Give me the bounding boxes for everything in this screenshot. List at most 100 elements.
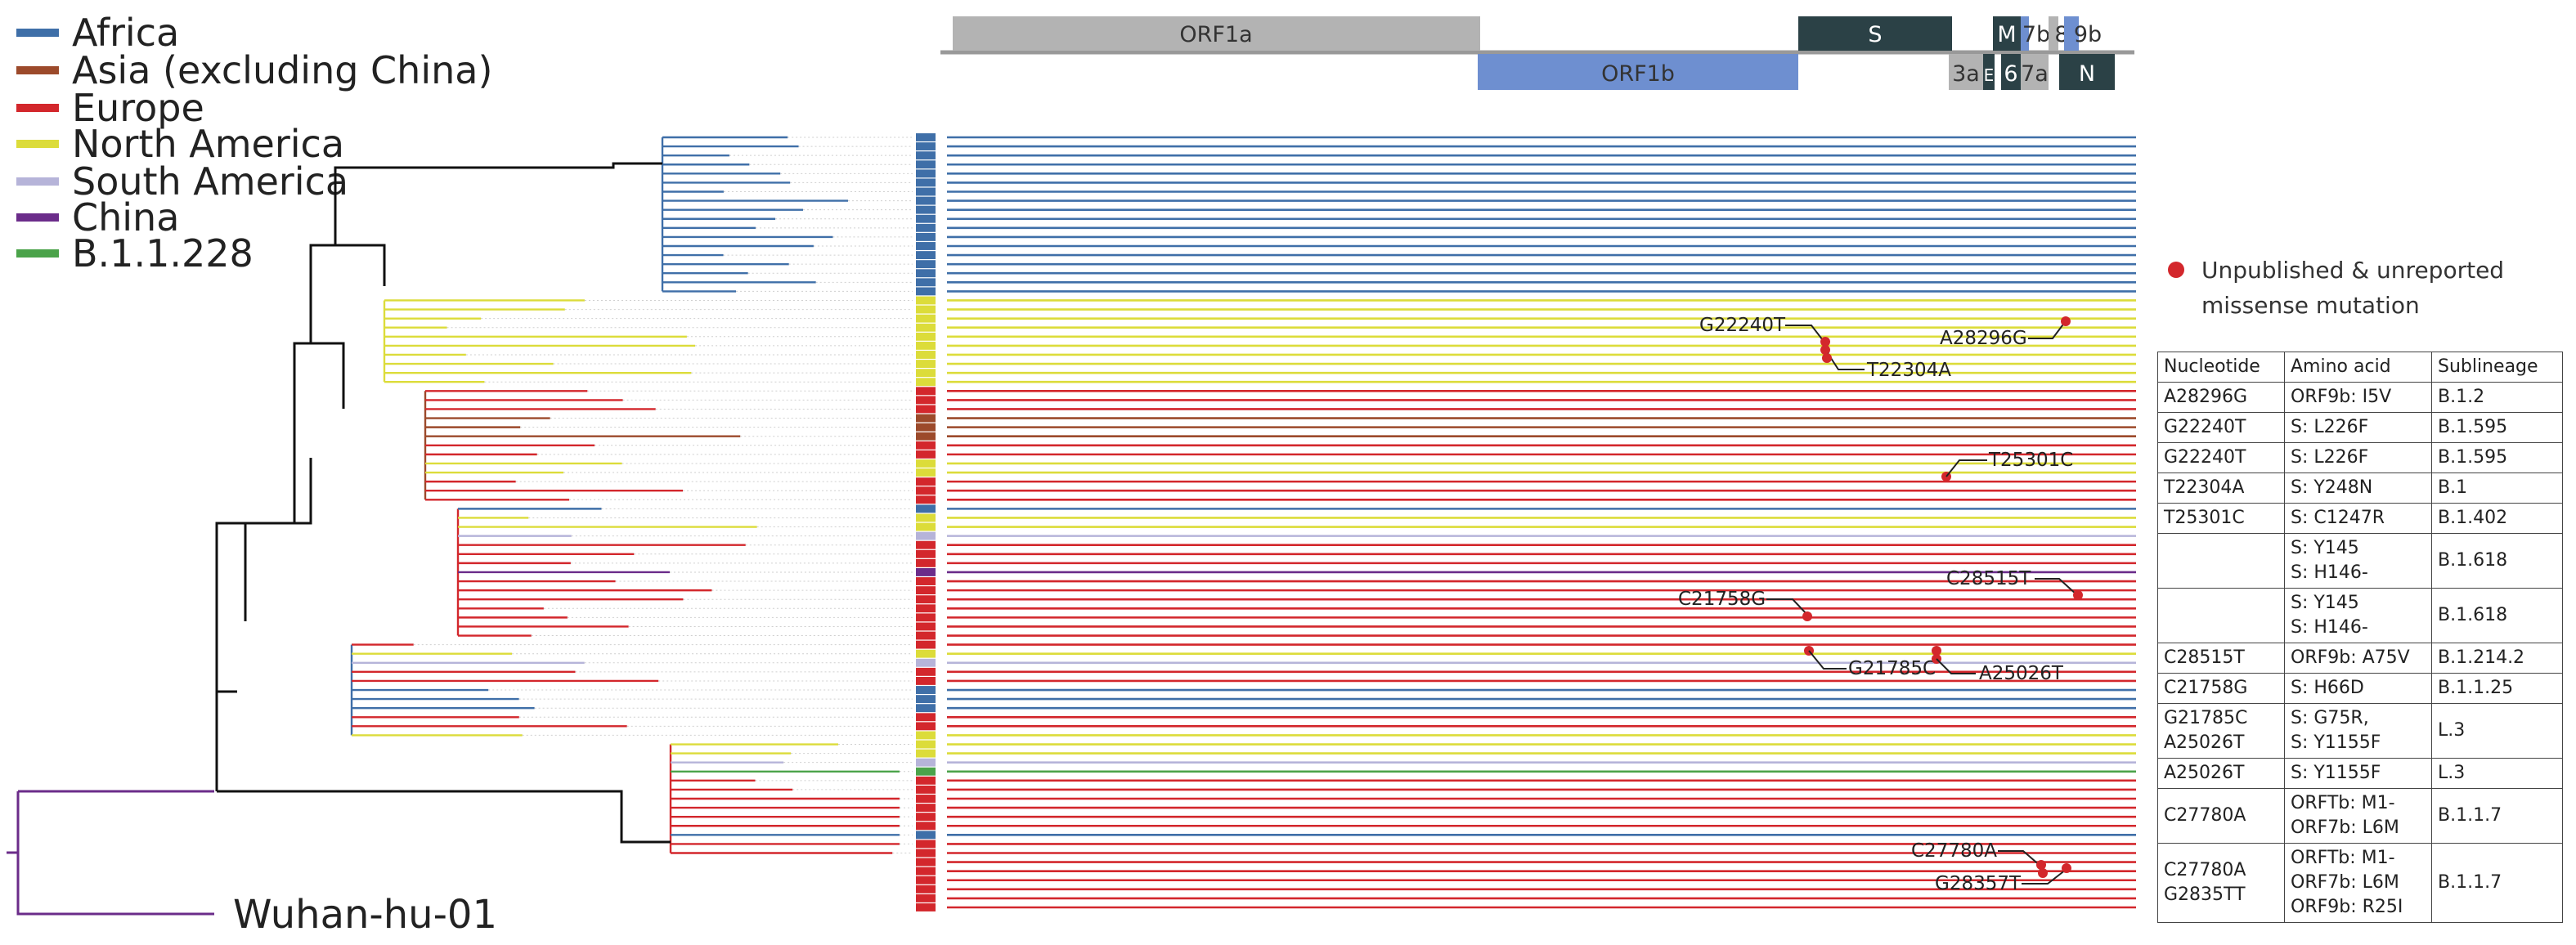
legend-label-b11228: B.1.1.228 — [72, 231, 254, 275]
mutation-point-g22240t-1 — [1820, 337, 1830, 347]
phylogenetic-tree — [215, 136, 913, 854]
region-strip-cell — [916, 758, 936, 767]
cell-amino-acid: S: C1247R — [2284, 503, 2432, 534]
mutation-label-t22304a: T22304A — [1866, 360, 1951, 381]
cell-sublineage: B.1.1.25 — [2431, 673, 2563, 704]
region-strip-cell — [916, 450, 936, 459]
legend-item-china: China — [16, 195, 179, 240]
region-strip-cell — [916, 305, 936, 314]
region-strip-cell — [916, 251, 936, 260]
table-row: A28296G ORF9b: I5V B.1.2 — [2157, 382, 2563, 413]
region-strip-cell — [916, 731, 936, 740]
mutation-point-c27780a-1 — [2036, 860, 2046, 870]
mutation-label-g28357t: G28357T — [1935, 873, 2022, 894]
tree-backbone — [215, 522, 294, 692]
mutation-point-g28357t — [2062, 863, 2071, 873]
region-strip-cell — [916, 242, 936, 250]
cell-amino-acid: S: Y248N — [2284, 472, 2432, 504]
region-strip-cell — [916, 903, 936, 911]
mutation-leader-g22240t — [1785, 325, 1826, 344]
table-row: A25026T S: Y1155F L.3 — [2157, 758, 2563, 789]
region-strip-cell — [916, 631, 936, 640]
mutation-point-c21758g — [1802, 611, 1812, 621]
gene-orf1b — [1478, 54, 1798, 90]
tree-backbone — [309, 244, 335, 343]
mutation-key: Unpublished & unreported missense mutati… — [2168, 257, 2511, 319]
cell-nucleotide: C21758G — [2157, 673, 2285, 704]
region-strip-cell — [916, 558, 936, 567]
region-strip-cell — [916, 686, 936, 694]
cell-amino-acid: S: H66D — [2284, 673, 2432, 704]
mutation-a28296g: A28296G — [1940, 316, 2071, 349]
region-strip-cell — [916, 278, 936, 287]
legend-item-south-america: South America — [16, 159, 348, 204]
root-branch: Wuhan-hu-01 — [7, 790, 497, 938]
legend-label-africa: Africa — [72, 11, 179, 55]
legend-item-asia: Asia (excluding China) — [16, 48, 492, 92]
legend-item-b11228: B.1.1.228 — [16, 231, 254, 275]
mutation-point-c28515t — [2073, 590, 2083, 600]
mutation-point-a28296g — [2061, 316, 2071, 326]
mutation-leader-g21785c — [1808, 650, 1847, 670]
region-strip-cell — [916, 740, 936, 749]
region-strip-cell — [916, 323, 936, 332]
region-strip-cell — [916, 695, 936, 704]
region-strip-cell — [916, 205, 936, 214]
cell-amino-acid: S: Y1155F — [2284, 758, 2432, 789]
tree-backbone — [217, 790, 671, 844]
region-strip-cell — [916, 260, 936, 269]
mutation-label-c27780a: C27780A — [1911, 840, 1997, 862]
mutation-label-a28296g: A28296G — [1940, 328, 2027, 349]
cell-sublineage: B.1.595 — [2431, 412, 2563, 443]
legend-item-north-america: North America — [16, 122, 344, 166]
region-strip-cell — [916, 713, 936, 722]
tree-backbone — [294, 458, 312, 525]
table-row: G21785C A25026T S: G75R, S: Y1155F L.3 — [2157, 703, 2563, 759]
cell-sublineage: B.1.618 — [2431, 588, 2563, 643]
mutation-label-c21758g: C21758G — [1678, 589, 1766, 610]
column-header-sublineage: Sublineage — [2431, 352, 2563, 383]
region-legend: Africa Asia (excluding China) Europe Nor… — [16, 11, 492, 275]
mutation-annotations: G22240T T22304A A28296G T25301C C28515T … — [1678, 315, 2083, 894]
mutation-leader-g28357t — [2022, 869, 2067, 885]
cell-nucleotide — [2157, 588, 2285, 643]
region-strip-cell — [916, 785, 936, 794]
legend-label-north-america: North America — [72, 122, 344, 166]
region-strip-cell — [916, 332, 936, 341]
region-strip-cell — [916, 269, 936, 278]
region-strip-cell — [916, 441, 936, 450]
region-strip-cell — [916, 396, 936, 405]
table-row: T22304A S: Y248N B.1 — [2157, 472, 2563, 504]
cell-sublineage: B.1.618 — [2431, 533, 2563, 589]
cell-nucleotide: G22240T — [2157, 412, 2285, 443]
gene-label-9b: 9b — [2074, 22, 2102, 47]
legend-label-south-america: South America — [72, 159, 348, 204]
gene-m — [1993, 16, 2021, 51]
cell-sublineage: B.1 — [2431, 472, 2563, 504]
region-strip-cell — [916, 804, 936, 813]
gene-label-6: 6 — [2004, 61, 2017, 87]
region-strip-cell — [916, 414, 936, 423]
gene-label-3a: 3a — [1952, 61, 1980, 87]
table-row: C27780A ORFTb: M1- ORF7b: L6M B.1.1.7 — [2157, 788, 2563, 844]
gene-label-7b: 7b — [2022, 22, 2050, 47]
mutation-label-t25301c: T25301C — [1988, 450, 2073, 471]
region-strip-cell — [916, 405, 936, 414]
region-strip-cell — [916, 369, 936, 378]
region-strip-cell — [916, 133, 936, 141]
cell-nucleotide: G22240T — [2157, 442, 2285, 473]
cell-nucleotide: C27780A — [2157, 788, 2285, 844]
region-strip-cell — [916, 486, 936, 495]
mutation-label-a25026t: A25026T — [1979, 663, 2064, 684]
region-strip-cell — [916, 849, 936, 858]
cell-nucleotide: T22304A — [2157, 472, 2285, 504]
region-strip-cell — [916, 822, 936, 831]
mutation-leader-c28515t — [2035, 578, 2078, 596]
gene-8 — [2049, 16, 2058, 51]
region-strip-cell — [916, 387, 936, 396]
region-strip-cell — [916, 840, 936, 849]
key-label: Unpublished & unreported missense mutati… — [2201, 257, 2511, 319]
legend-label-china: China — [72, 195, 179, 240]
mutation-point-c27780a-2 — [2038, 868, 2048, 878]
mutation-leader-c21758g — [1766, 598, 1808, 616]
